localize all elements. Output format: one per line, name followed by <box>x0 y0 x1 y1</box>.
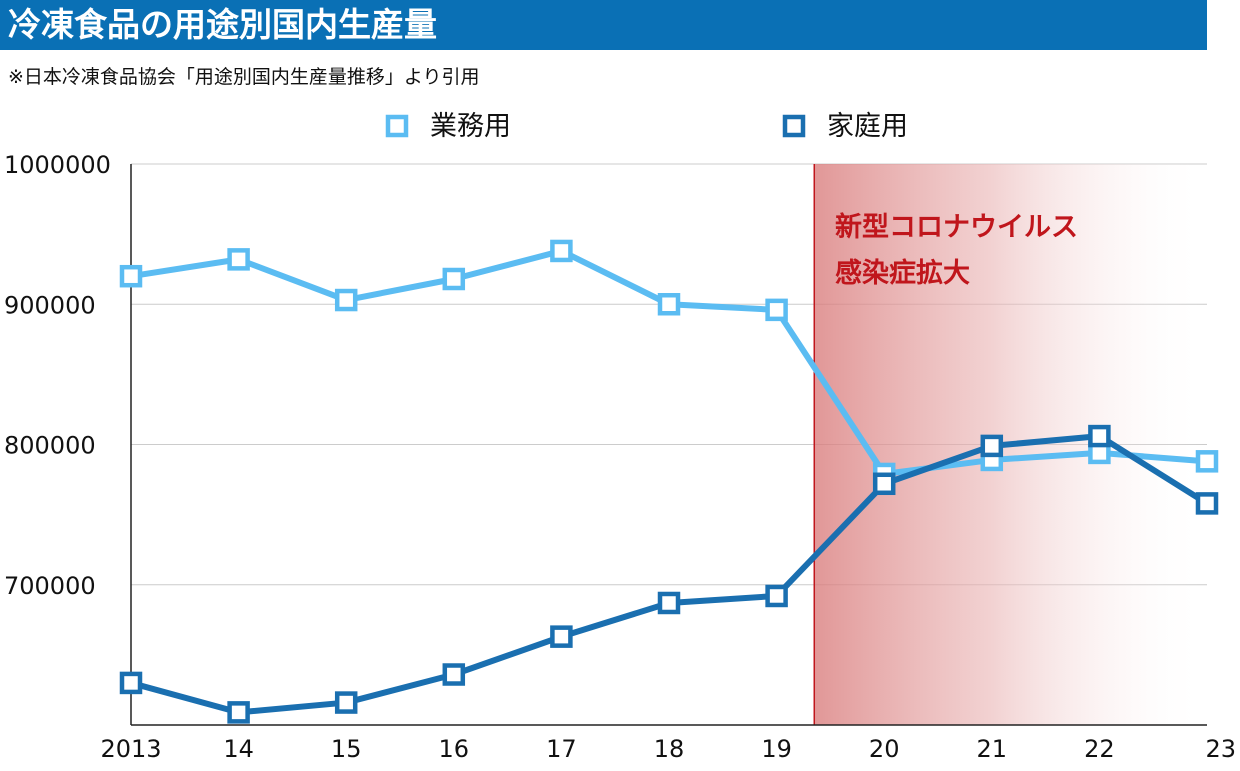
legend-item: 家庭用 <box>782 111 908 142</box>
data-point-marker <box>334 288 358 312</box>
y-tick-label: 700000 <box>4 572 96 600</box>
y-tick-label: 900000 <box>4 291 96 319</box>
annotation-line-2: 感染症拡大 <box>835 257 970 289</box>
x-tick-label: 21 <box>977 735 1008 763</box>
y-tick-label: 1000000 <box>4 151 111 179</box>
x-tick-label: 15 <box>331 735 362 763</box>
source-note: ※日本冷凍食品協会「用途別国内生産量推移」より引用 <box>8 66 480 88</box>
x-tick-label: 20 <box>869 735 900 763</box>
data-point-marker <box>334 691 358 714</box>
chart-title: 冷凍食品の用途別国内生産量 <box>8 5 437 44</box>
legend-marker <box>782 114 806 138</box>
data-point-marker <box>119 264 143 288</box>
axis-layer <box>130 164 1207 726</box>
x-tick-label: 23 <box>1205 735 1236 763</box>
legend-label: 家庭用 <box>827 111 908 142</box>
x-tick-label: 2013 <box>100 735 161 763</box>
data-point-marker <box>442 267 466 291</box>
y-tick-label: 800000 <box>4 432 96 460</box>
title-bar: 冷凍食品の用途別国内生産量 <box>0 0 1207 50</box>
data-point-marker <box>119 671 143 695</box>
series-business <box>119 239 1219 486</box>
legend-marker <box>385 114 409 138</box>
x-tick-label: 22 <box>1084 735 1115 763</box>
data-point-marker <box>227 248 250 271</box>
data-point-marker <box>980 434 1004 458</box>
tick-label-layer: 1000000 900000 800000 700000 2013 14 15 16 17 18 1… <box>4 151 1236 763</box>
data-point-marker <box>1195 492 1219 515</box>
x-tick-label: 14 <box>223 735 254 763</box>
data-point-marker <box>657 293 681 316</box>
data-point-marker <box>550 625 573 648</box>
data-point-marker <box>657 591 681 615</box>
data-point-marker <box>550 239 573 263</box>
data-point-marker <box>227 701 250 724</box>
x-tick-label: 18 <box>654 735 685 763</box>
x-tick-label: 17 <box>546 735 577 763</box>
series-household <box>119 424 1219 724</box>
x-tick-label: 16 <box>439 735 470 763</box>
legend-item: 業務用 <box>385 111 511 142</box>
series-layer <box>119 239 1219 724</box>
data-point-marker <box>1195 450 1219 473</box>
data-point-marker <box>872 472 896 496</box>
legend: 業務用 家庭用 <box>385 111 908 142</box>
annotation-line-1: 新型コロナウイルス <box>835 211 1078 243</box>
x-tick-label: 19 <box>761 735 792 763</box>
data-point-marker <box>442 663 466 686</box>
legend-label: 業務用 <box>430 111 511 142</box>
data-point-marker <box>765 584 788 608</box>
data-point-marker <box>1088 424 1111 448</box>
data-point-marker <box>765 298 788 322</box>
